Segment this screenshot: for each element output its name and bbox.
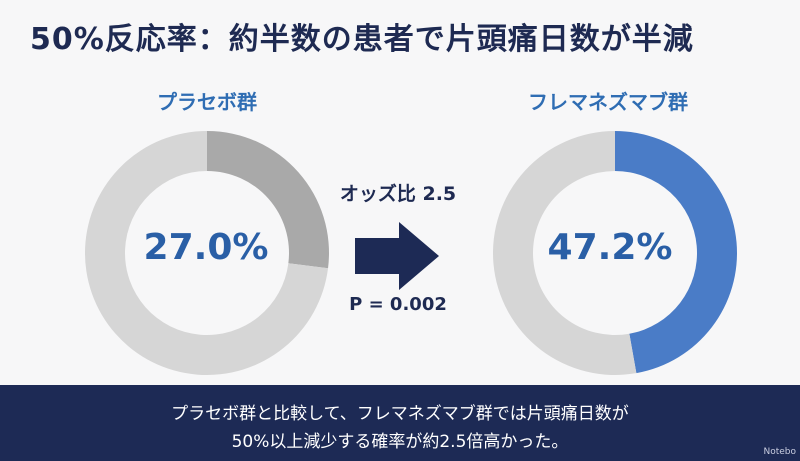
conclusion-banner: プラセボ群と比較して、フレマネズマブ群では片頭痛日数が 50%以上減少する確率が…: [0, 385, 800, 461]
placebo-donut-chart: [85, 131, 329, 376]
conclusion-line-2: 50%以上減少する確率が約2.5倍高かった。: [231, 432, 569, 452]
right-arrow-icon: [355, 222, 439, 290]
fremanezumab-donut-chart: [492, 131, 737, 375]
donut-slice-value: [615, 131, 737, 374]
fremanezumab-group-label: フレマネズマブ群: [528, 90, 688, 114]
placebo-group-label: プラセボ群: [157, 90, 257, 114]
donut-slice-value: [207, 131, 329, 269]
conclusion-line-1: プラセボ群と比較して、フレマネズマブ群では片頭痛日数が: [171, 404, 629, 424]
fremanezumab-percentage-label: 47.2%: [547, 227, 673, 268]
odds-ratio-label: オッズ比 2.5: [339, 183, 457, 205]
watermark-logo: Notebo: [763, 447, 796, 457]
page-title: 50%反応率：約半数の患者で片頭痛日数が半減: [30, 22, 694, 57]
placebo-percentage-label: 27.0%: [143, 227, 269, 268]
donut-slice-remainder: [85, 131, 329, 376]
donut-slice-remainder: [492, 131, 637, 375]
p-value-label: P = 0.002: [349, 294, 447, 315]
